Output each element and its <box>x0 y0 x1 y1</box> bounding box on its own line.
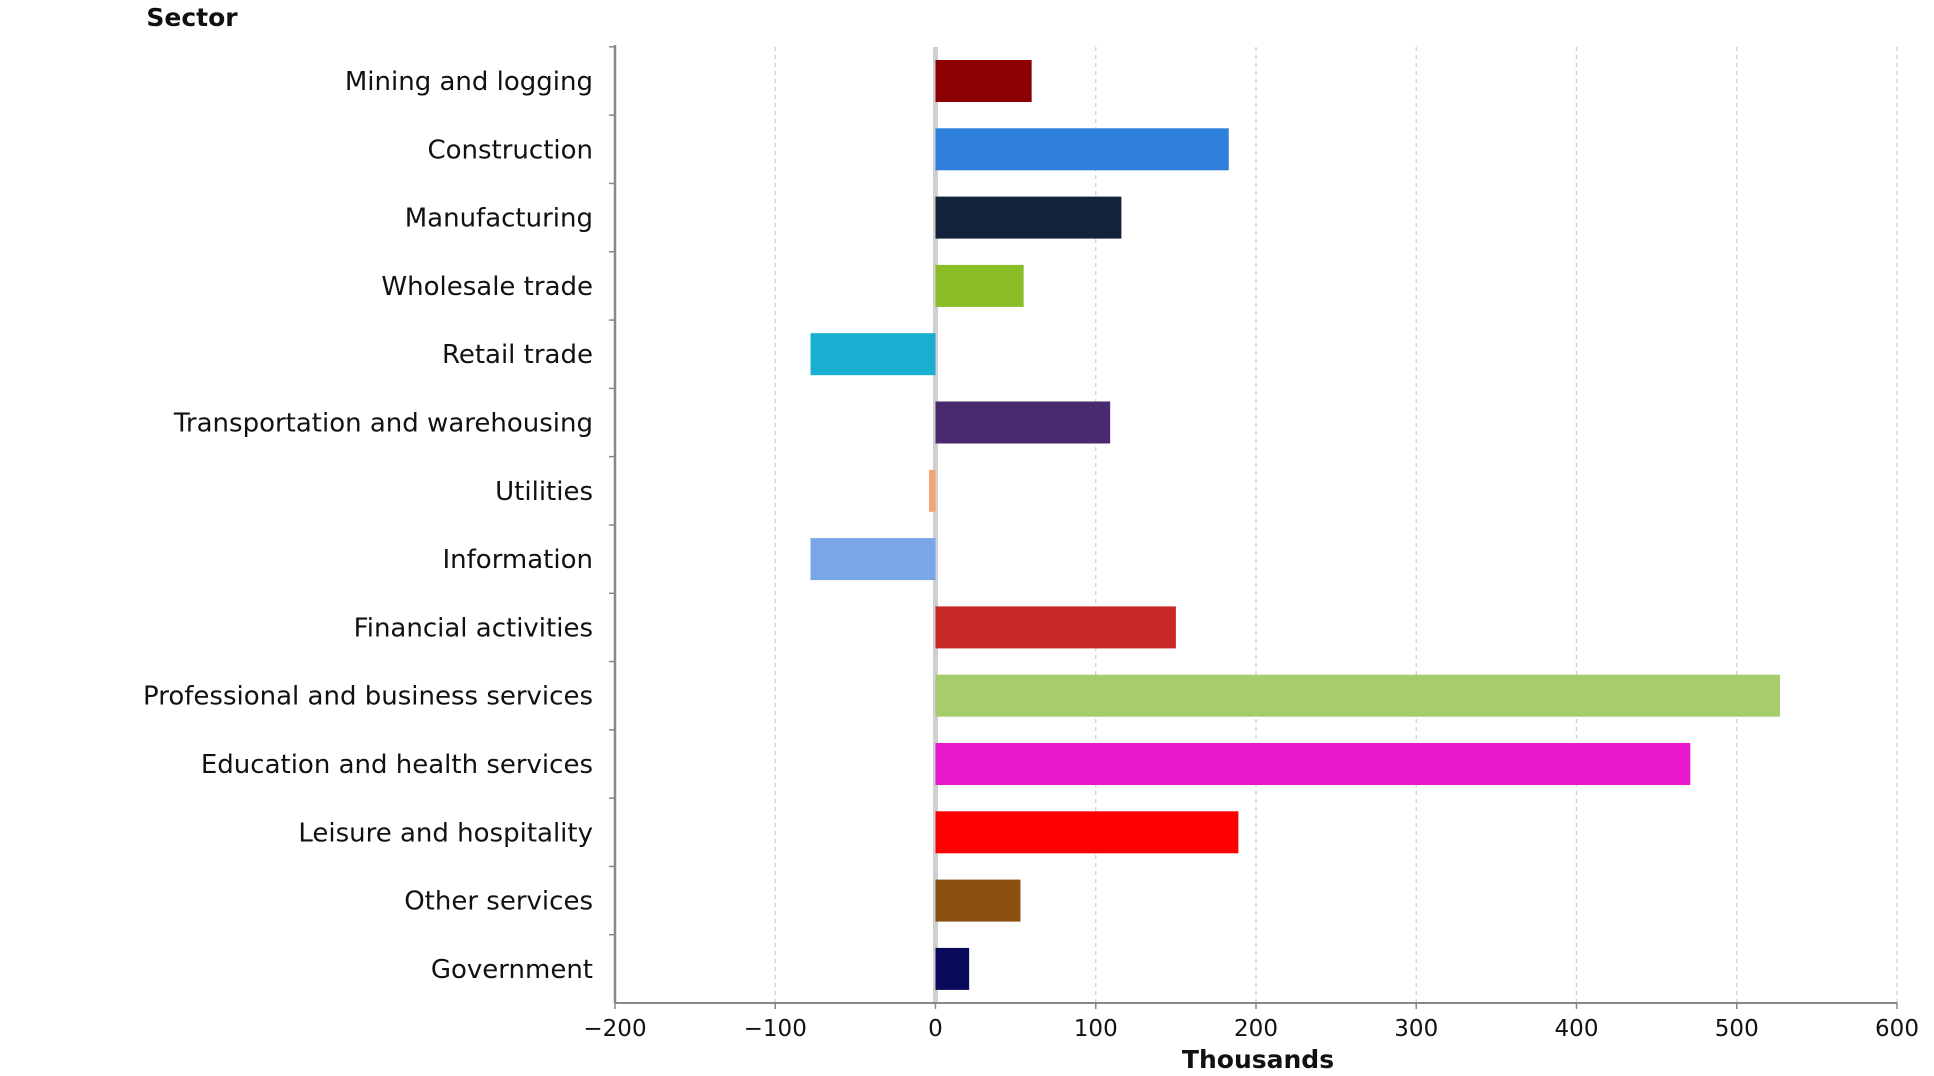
bar <box>810 538 936 581</box>
category-labels: Mining and logging Construction Manufactur… <box>143 67 593 985</box>
x-tick-label: −100 <box>744 1016 807 1042</box>
category-label: Other services <box>404 887 593 917</box>
bar <box>935 879 1021 922</box>
category-label: Retail trade <box>442 340 593 370</box>
x-tick-label: 400 <box>1555 1016 1599 1042</box>
x-tick-label: 200 <box>1234 1016 1278 1042</box>
bar <box>810 333 936 376</box>
category-label: Wholesale trade <box>381 272 593 302</box>
category-label: Leisure and hospitality <box>298 818 593 848</box>
category-label: Financial activities <box>354 613 593 643</box>
bars <box>810 60 1781 990</box>
category-label: Education and health services <box>201 750 593 780</box>
bar <box>935 947 970 990</box>
category-label: Construction <box>427 135 593 165</box>
x-tick-label: 600 <box>1875 1016 1919 1042</box>
axes <box>609 45 1898 1009</box>
bar <box>935 674 1781 717</box>
x-tick-labels: −200 −100 0 100 200 300 400 500 600 <box>583 1016 1919 1042</box>
x-axis-title: Thousands <box>1182 1045 1334 1074</box>
bar <box>935 196 1122 239</box>
x-tick-label: −200 <box>583 1016 646 1042</box>
bar <box>929 469 936 512</box>
category-label: Mining and logging <box>345 67 593 97</box>
category-label: Information <box>442 545 593 575</box>
category-label: Professional and business services <box>143 682 593 712</box>
category-label: Transportation and warehousing <box>173 409 593 439</box>
bar <box>935 606 1176 649</box>
category-label: Utilities <box>495 477 593 507</box>
bar <box>935 128 1229 171</box>
x-tick-label: 0 <box>928 1016 943 1042</box>
bar <box>935 401 1111 444</box>
x-tick-label: 100 <box>1074 1016 1118 1042</box>
bar <box>935 60 1032 102</box>
x-tick-label: 300 <box>1394 1016 1438 1042</box>
bar <box>935 264 1024 307</box>
y-axis-title: Sector <box>146 3 238 32</box>
grid-lines <box>774 47 1898 1003</box>
x-tick-label: 500 <box>1715 1016 1759 1042</box>
bar <box>935 811 1239 854</box>
category-label: Manufacturing <box>405 204 593 234</box>
bar <box>935 743 1691 785</box>
category-label: Government <box>431 955 593 985</box>
